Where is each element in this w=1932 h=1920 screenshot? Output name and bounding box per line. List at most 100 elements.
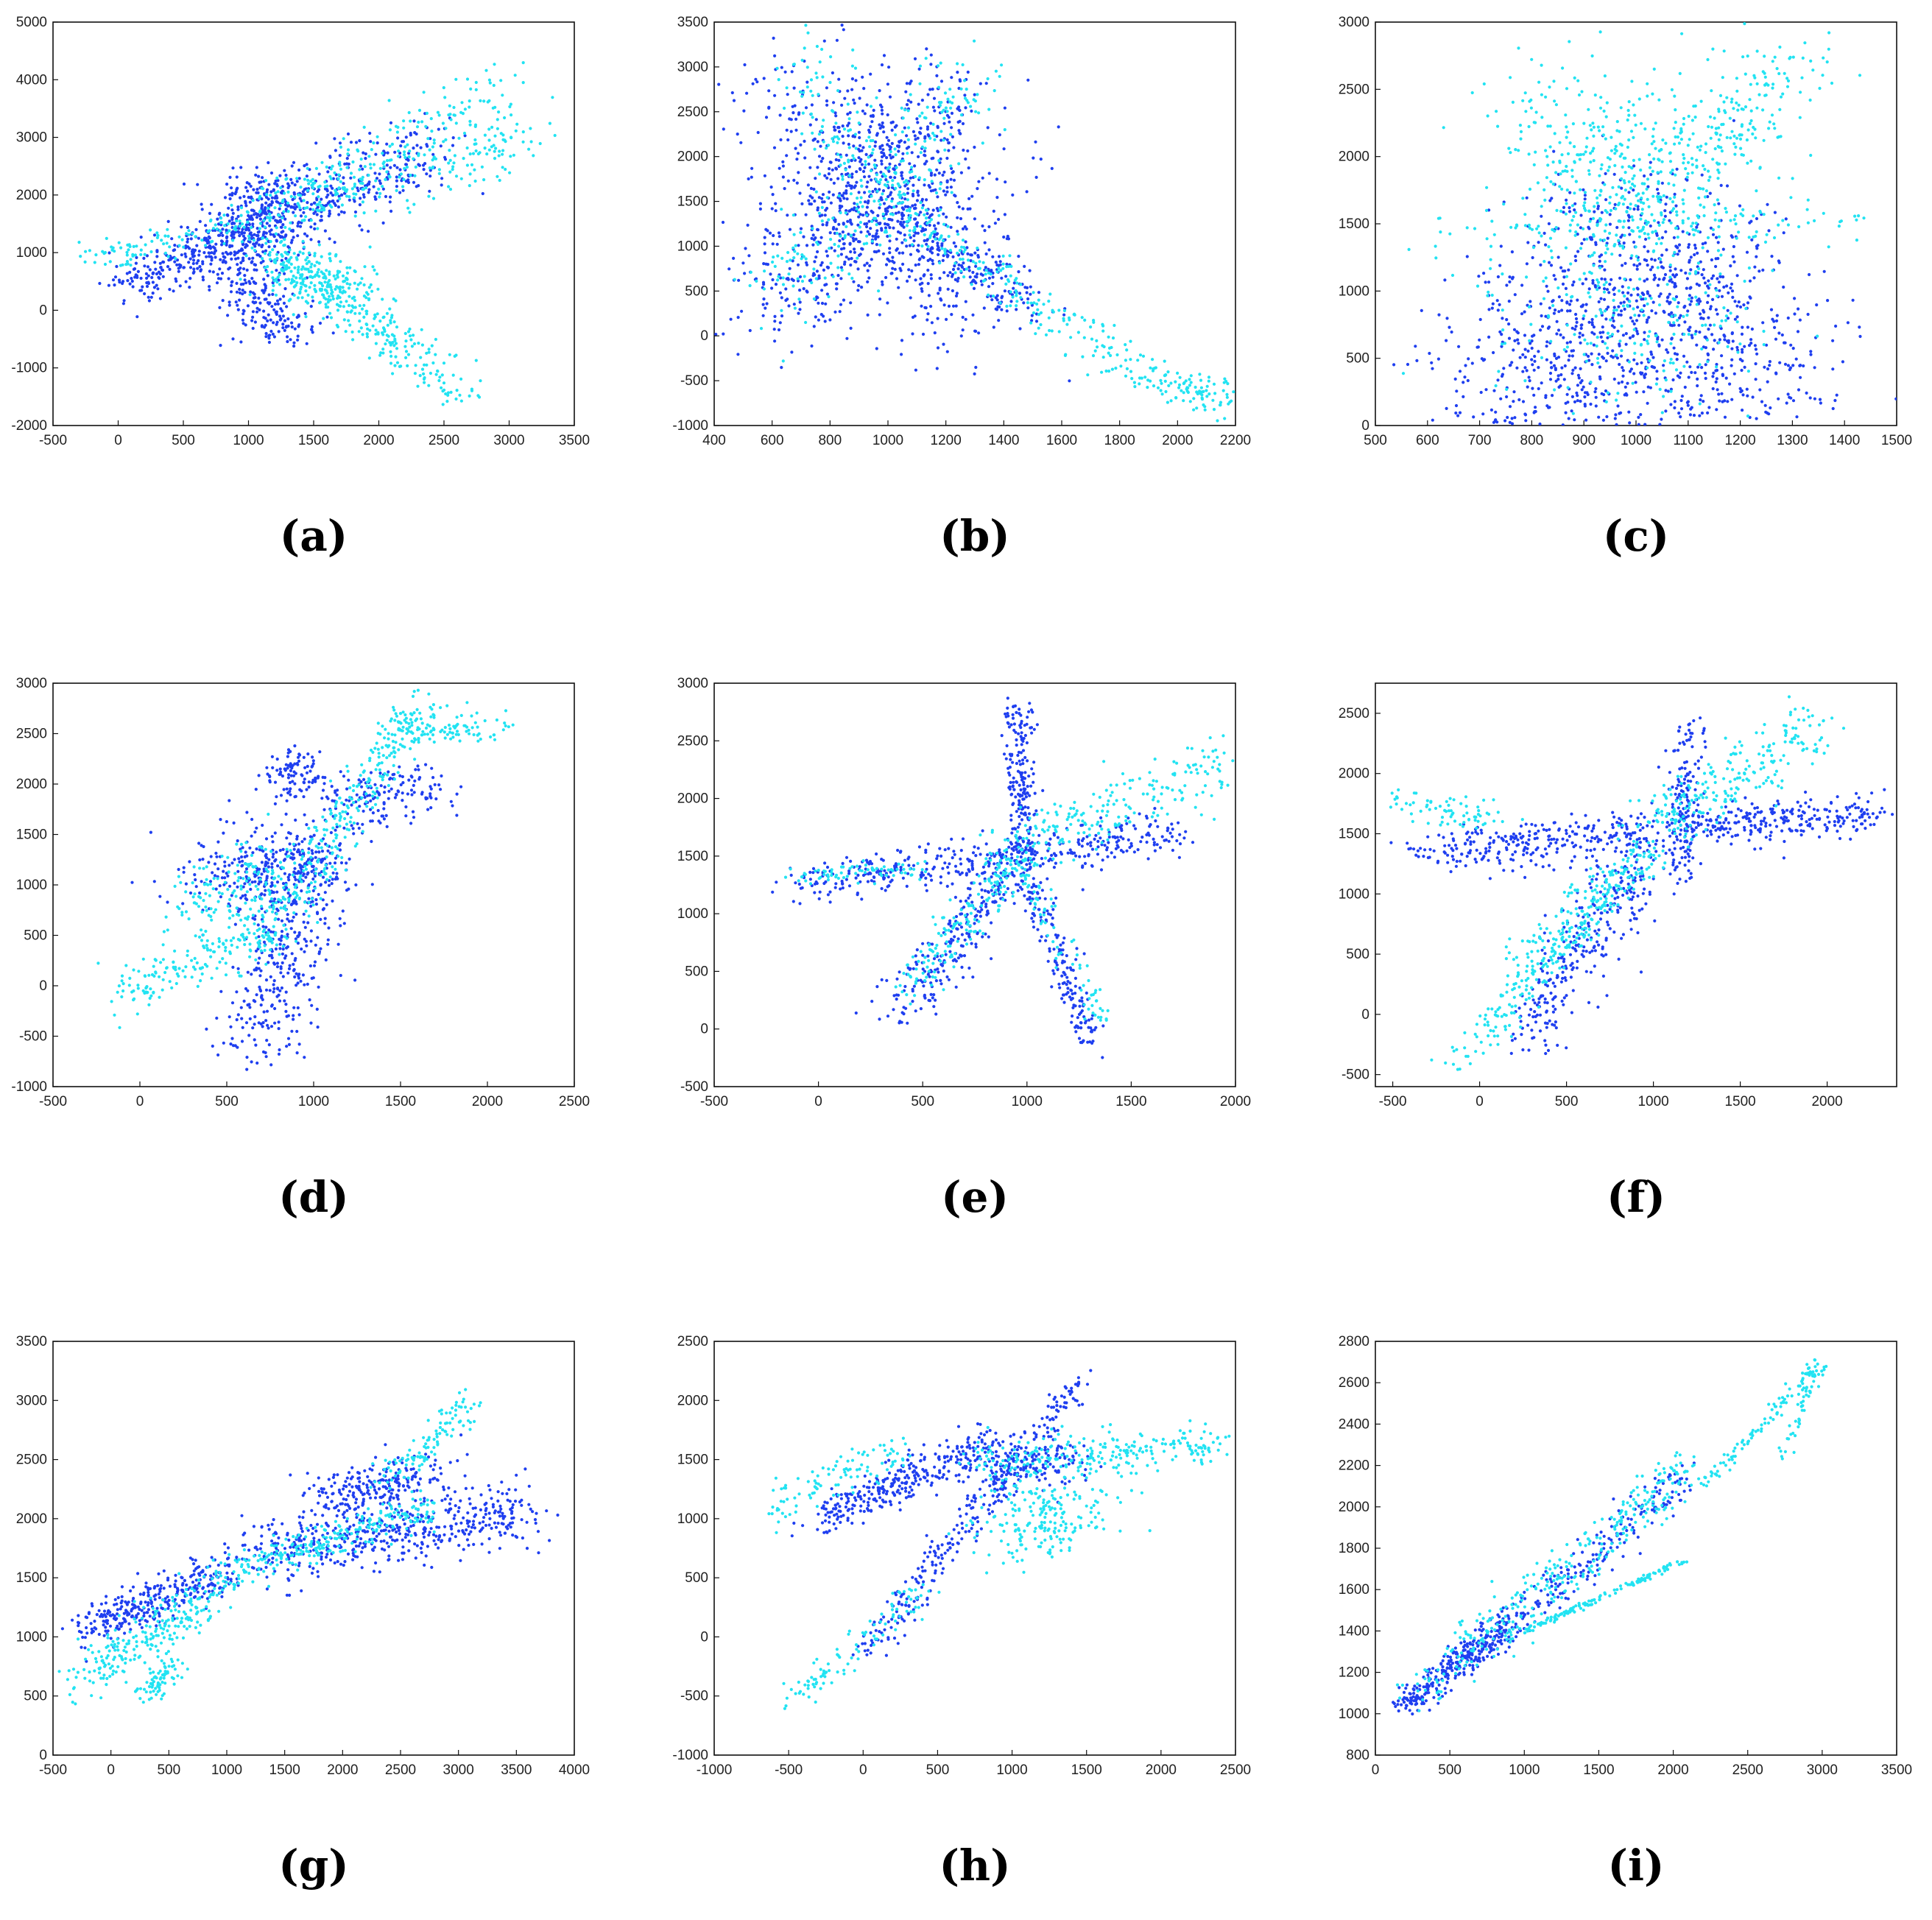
data-point: [1647, 316, 1651, 320]
data-point: [179, 264, 183, 267]
data-point: [1653, 276, 1657, 280]
data-point: [1550, 197, 1554, 200]
data-point: [493, 134, 497, 138]
data-point: [301, 252, 305, 255]
data-point: [926, 318, 929, 322]
data-point: [969, 253, 973, 257]
data-point: [859, 213, 862, 216]
data-point: [1699, 394, 1703, 398]
data-point: [1481, 412, 1485, 416]
data-point: [1556, 374, 1560, 378]
data-point: [474, 142, 478, 146]
data-point: [864, 225, 869, 229]
data-point: [194, 227, 198, 231]
data-point: [503, 116, 507, 120]
data-point: [1076, 331, 1080, 334]
data-point: [923, 149, 926, 153]
data-point: [974, 329, 978, 333]
data-point: [1437, 313, 1441, 317]
data-point: [917, 263, 920, 267]
data-point: [200, 202, 203, 206]
data-point: [1511, 275, 1515, 279]
data-point: [1731, 295, 1735, 299]
data-point: [785, 86, 789, 90]
data-point: [861, 213, 865, 217]
data-point: [939, 298, 943, 302]
data-point: [1649, 268, 1653, 272]
data-point: [487, 127, 491, 131]
data-point: [786, 277, 790, 280]
data-point: [937, 172, 941, 175]
data-point: [1141, 354, 1146, 358]
data-point: [854, 79, 858, 82]
data-point: [403, 153, 406, 157]
data-point: [334, 188, 337, 192]
data-point: [886, 209, 889, 213]
data-point: [368, 245, 372, 249]
data-point: [918, 64, 923, 68]
data-point: [865, 103, 869, 107]
data-point: [1765, 343, 1769, 347]
data-point: [1750, 327, 1754, 331]
data-point: [914, 368, 917, 372]
data-point: [297, 177, 301, 180]
data-point: [247, 280, 251, 283]
data-point: [909, 100, 913, 104]
data-point: [498, 178, 501, 183]
data-point: [191, 248, 195, 252]
data-point: [1546, 289, 1550, 293]
data-point: [508, 105, 512, 109]
data-point: [937, 248, 941, 252]
data-point: [994, 69, 998, 73]
data-point: [529, 140, 533, 144]
data-point: [941, 173, 945, 177]
data-point: [300, 273, 304, 277]
data-point: [881, 280, 884, 283]
data-point: [427, 347, 431, 351]
data-point: [255, 227, 259, 230]
data-point: [762, 297, 766, 301]
data-point: [936, 149, 939, 153]
data-point: [798, 191, 802, 195]
data-point: [1740, 368, 1744, 373]
data-point: [342, 182, 345, 186]
data-point: [1557, 385, 1561, 389]
data-point: [839, 277, 843, 280]
data-point: [225, 183, 229, 186]
data-point: [250, 260, 254, 264]
data-point: [1650, 309, 1654, 313]
data-point: [1532, 333, 1536, 337]
data-point: [1545, 358, 1548, 361]
data-point: [269, 190, 273, 194]
data-point: [304, 284, 308, 288]
data-point: [138, 289, 142, 292]
data-point: [845, 209, 848, 213]
data-point: [804, 213, 808, 216]
data-point: [878, 243, 882, 247]
data-point: [208, 211, 212, 215]
data-point: [807, 199, 811, 202]
data-point: [218, 306, 222, 309]
data-point: [328, 278, 331, 283]
data-point: [839, 163, 842, 167]
data-point: [867, 135, 871, 139]
data-point: [778, 235, 781, 239]
data-point: [1039, 158, 1043, 161]
data-point: [359, 326, 363, 330]
data-point: [866, 269, 870, 272]
data-point: [146, 265, 150, 269]
data-point: [529, 127, 532, 130]
data-point: [1603, 268, 1607, 272]
data-point: [378, 179, 381, 183]
data-point: [801, 111, 805, 115]
data-point: [129, 258, 133, 261]
data-point: [298, 290, 302, 294]
data-point: [750, 166, 754, 170]
data-point: [891, 179, 895, 183]
data-point: [1115, 353, 1119, 357]
data-point: [951, 95, 955, 99]
data-point: [267, 245, 271, 249]
data-point: [337, 213, 341, 216]
data-point: [920, 244, 924, 248]
data-point: [1001, 254, 1005, 258]
